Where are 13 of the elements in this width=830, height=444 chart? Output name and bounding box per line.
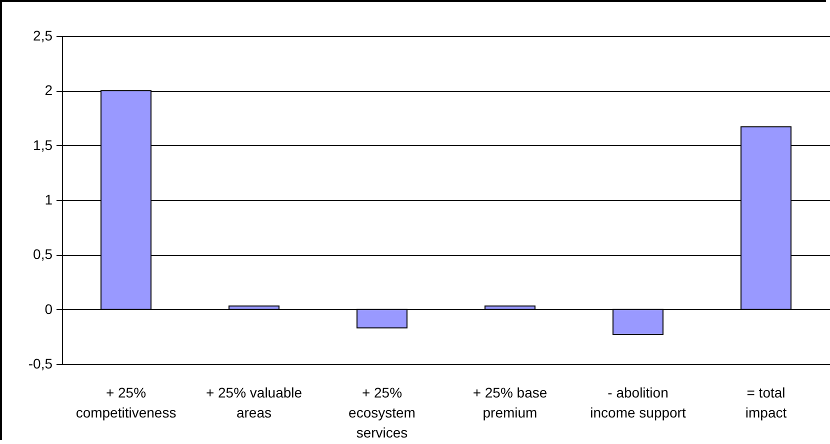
y-tick-label: 0 bbox=[44, 300, 53, 317]
y-tick-label: 1 bbox=[44, 192, 53, 208]
x-tick-label: - abolition income support bbox=[590, 384, 686, 420]
x-tick-label: + 25% base premium bbox=[472, 384, 548, 420]
y-tick-label: 0,5 bbox=[33, 246, 53, 262]
y-tick-label: 1,5 bbox=[33, 136, 53, 153]
x-tick-label: + 25% valuable areas bbox=[206, 384, 302, 420]
y-tick-label: 2 bbox=[44, 82, 53, 98]
x-tick-label: = total impact bbox=[745, 384, 787, 420]
x-tick-label: + 25% competitiveness bbox=[76, 384, 176, 420]
y-tick-label: 2,5 bbox=[33, 28, 53, 44]
x-tick-label: + 25% ecosystem services bbox=[348, 384, 416, 440]
y-tick-label: -0,5 bbox=[28, 356, 53, 372]
